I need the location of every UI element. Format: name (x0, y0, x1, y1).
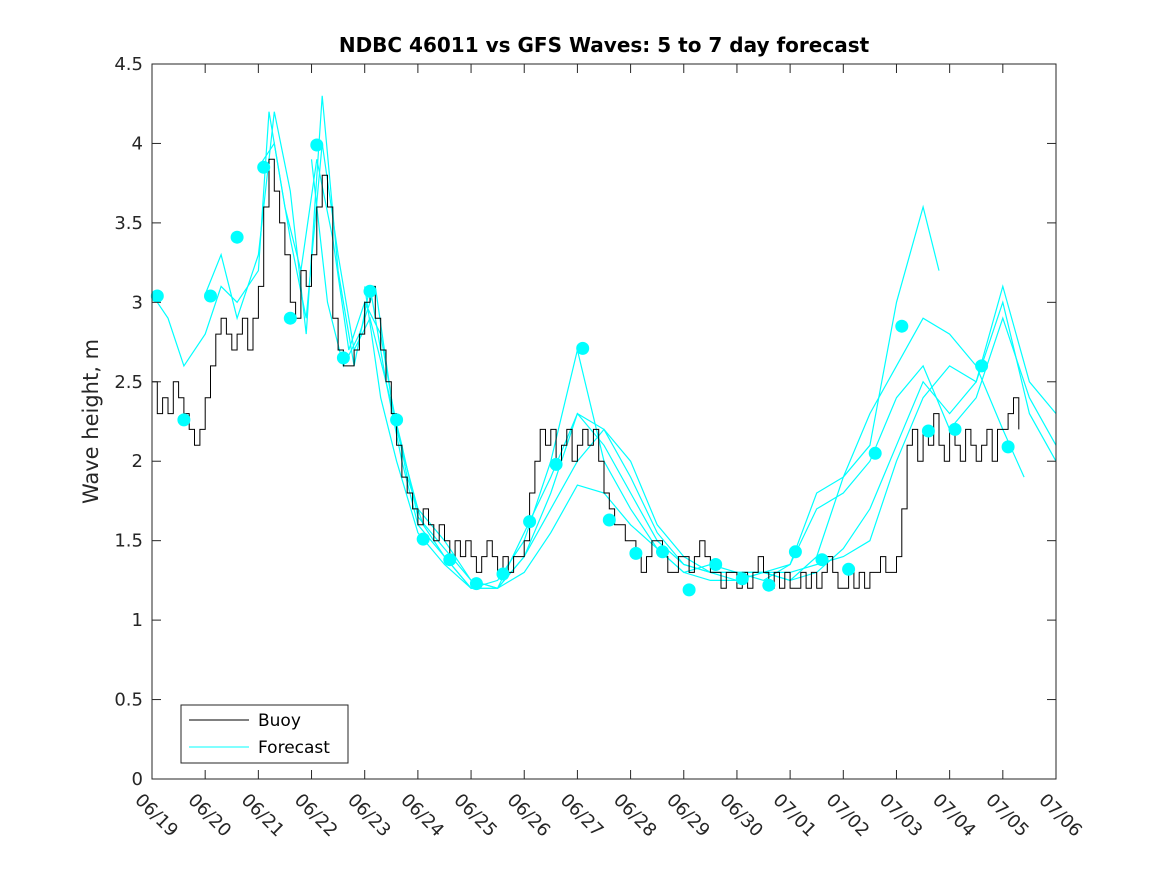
forecast-marker-25 (788, 545, 802, 559)
forecast-markers (150, 138, 1015, 597)
x-tick-label: 06/19 (130, 790, 182, 842)
forecast-marker-8 (336, 351, 350, 365)
axes (151, 63, 1057, 780)
y-axis-ticks: 0 0.5 1 1.5 2 2.5 3 3.5 4 4.5 (114, 54, 1056, 790)
forecast-marker-12 (443, 553, 457, 567)
x-tick-label: 06/25 (450, 790, 502, 842)
forecast-marker-24 (762, 578, 776, 592)
chart-title: NDBC 46011 vs GFS Waves: 5 to 7 day fore… (339, 33, 870, 57)
forecast-marker-32 (975, 359, 989, 373)
forecast-marker-30 (921, 424, 935, 438)
x-tick-label: 07/04 (928, 790, 980, 842)
forecast-marker-6 (283, 311, 297, 325)
x-tick-label: 06/20 (184, 790, 236, 842)
legend-box (180, 704, 349, 764)
x-tick-label: 07/05 (981, 790, 1033, 842)
buoy-line-group (152, 158, 1020, 589)
y-tick-label: 0 (132, 769, 143, 790)
forecast-marker-4 (230, 230, 244, 244)
forecast-marker-11 (416, 532, 430, 546)
forecast-marker-22 (709, 558, 723, 571)
forecast-marker-17 (576, 341, 590, 355)
plot-area (152, 64, 1056, 779)
x-tick-label: 07/06 (1034, 790, 1086, 842)
x-tick-label: 07/02 (822, 790, 874, 842)
x-tick-label: 06/27 (556, 790, 608, 842)
x-tick-label: 07/01 (769, 790, 821, 842)
forecast-marker-27 (842, 562, 856, 576)
y-tick-label: 4 (132, 133, 143, 154)
y-tick-label: 3.5 (114, 213, 143, 234)
forecast-marker-3 (204, 289, 217, 303)
y-tick-label: 4.5 (114, 54, 143, 75)
forecast-marker-23 (735, 572, 749, 586)
buoy-line (152, 158, 1020, 589)
y-tick-label: 2 (132, 451, 143, 472)
forecast-marker-33 (1001, 440, 1015, 454)
y-tick-label: 0.5 (114, 690, 143, 711)
y-tick-label: 1.5 (114, 531, 143, 552)
legend-forecast-label: Forecast (258, 738, 330, 758)
forecast-marker-16 (549, 457, 563, 471)
x-tick-label: 06/23 (343, 790, 395, 842)
forecast-run-line-4 (310, 159, 1057, 589)
x-tick-label: 06/21 (237, 790, 289, 842)
forecast-marker-28 (868, 446, 882, 460)
plot-background (152, 64, 1056, 779)
forecast-marker-19 (629, 546, 643, 560)
forecast-run-line-5 (364, 286, 1057, 589)
forecast-marker-5 (257, 160, 271, 174)
x-tick-label: 06/22 (290, 790, 342, 842)
forecast-marker-7 (310, 138, 324, 152)
forecast-marker-20 (656, 545, 669, 559)
forecast-marker-14 (496, 567, 510, 581)
forecast-marker-21 (682, 583, 696, 597)
forecast-marker-2 (177, 413, 191, 427)
legend-buoy-label: Buoy (258, 711, 301, 731)
forecast-marker-9 (363, 284, 377, 298)
y-axis-label: Wave height, m (79, 339, 103, 504)
y-tick-label: 1 (132, 610, 143, 631)
forecast-marker-29 (895, 319, 909, 333)
forecast-marker-10 (390, 413, 404, 427)
forecast-marker-18 (602, 513, 616, 527)
legend: Buoy Forecast (180, 704, 349, 764)
x-tick-label: 06/28 (609, 790, 661, 842)
x-tick-label: 07/03 (875, 790, 927, 842)
axes-frame (151, 63, 1057, 780)
forecast-marker-1 (150, 289, 164, 303)
forecast-marker-31 (948, 422, 962, 436)
forecast-marker-13 (469, 577, 483, 591)
x-tick-label: 06/30 (715, 790, 767, 842)
x-tick-label: 06/26 (503, 790, 555, 842)
y-tick-label: 3 (132, 292, 143, 313)
y-tick-label: 2.5 (114, 372, 143, 393)
forecast-marker-26 (815, 553, 829, 567)
forecast-marker-15 (523, 515, 537, 529)
x-tick-label: 06/29 (662, 790, 714, 842)
x-tick-label: 06/24 (396, 790, 448, 842)
